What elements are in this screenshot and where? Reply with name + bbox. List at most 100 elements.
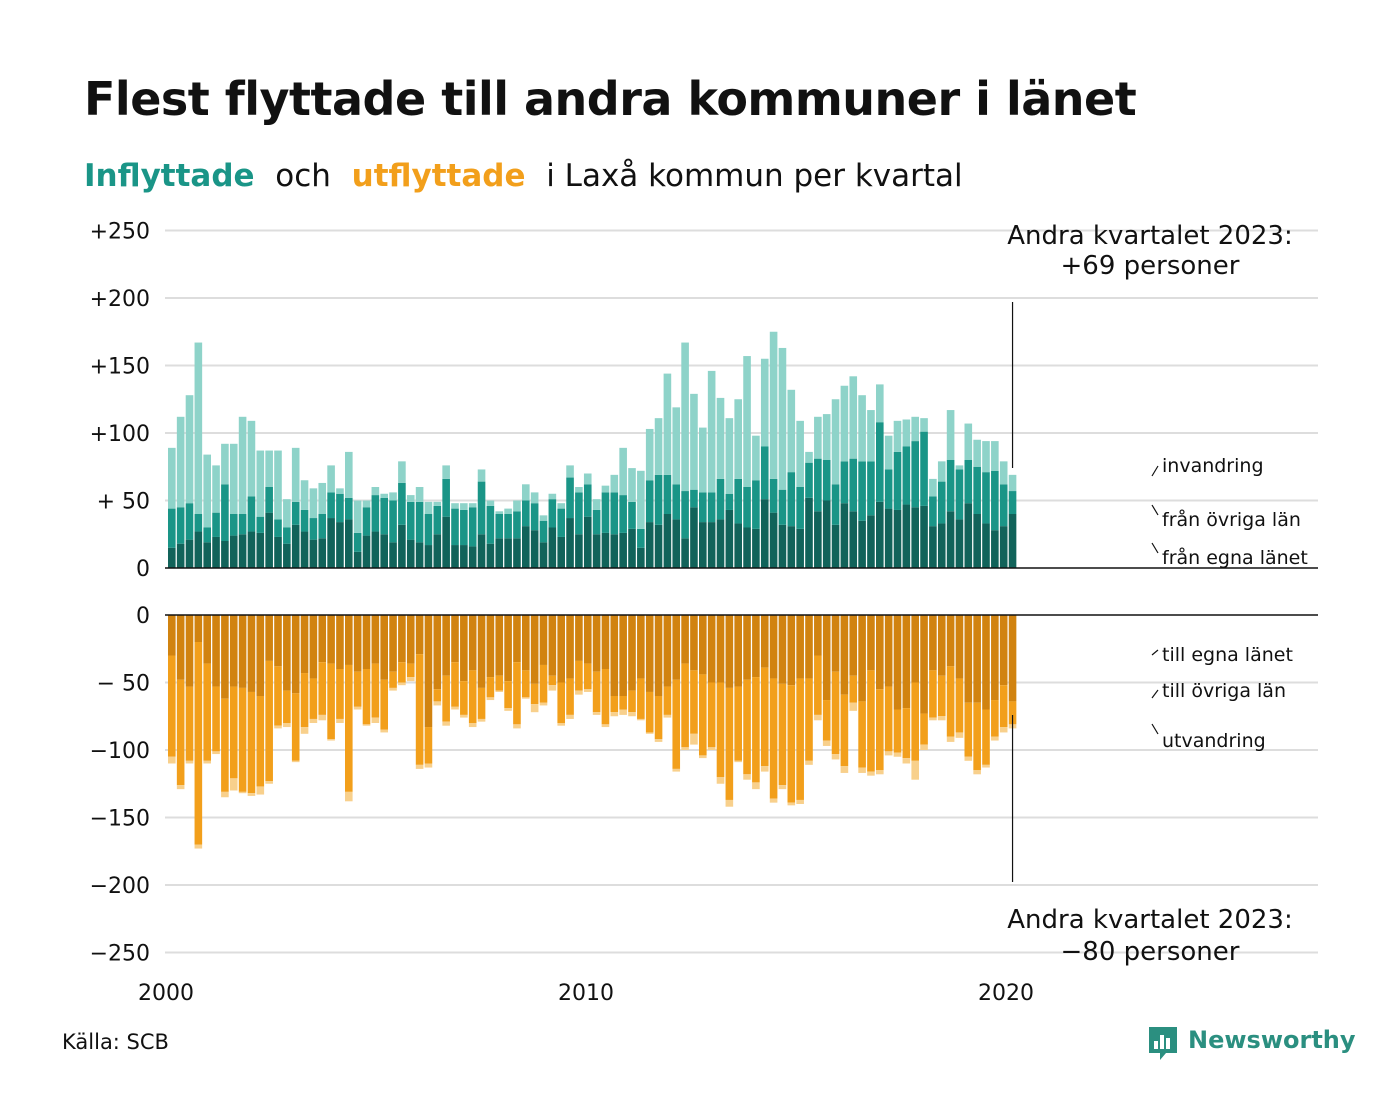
bar-out-1 <box>937 675 946 717</box>
bar-in-2 <box>867 410 875 462</box>
bar-out-0 <box>176 615 185 680</box>
bar-out-0 <box>760 615 769 668</box>
bar-out-0 <box>371 615 380 664</box>
bar-in-2 <box>796 420 804 487</box>
bar-out-1 <box>389 671 397 688</box>
bar-in-2 <box>398 461 406 483</box>
bar-out-1 <box>424 727 433 764</box>
bar-in-2 <box>221 443 229 485</box>
bar-out-0 <box>637 615 645 679</box>
bar-out-0 <box>999 615 1008 686</box>
bar-in-0 <box>893 509 902 568</box>
bar-in-2 <box>424 501 433 514</box>
bar-out-1 <box>893 709 902 753</box>
bar-out-2 <box>283 723 291 728</box>
bar-out-1 <box>654 696 663 740</box>
bar-in-1 <box>300 509 309 532</box>
bar-in-0 <box>787 526 796 568</box>
bar-in-0 <box>867 515 875 568</box>
bar-out-1 <box>814 655 822 715</box>
bars-inflyttade <box>168 331 1017 568</box>
bar-in-2 <box>601 485 610 493</box>
bar-in-0 <box>628 528 636 568</box>
bar-in-0 <box>884 508 893 568</box>
bar-in-2 <box>814 416 822 459</box>
bar-in-2 <box>309 488 318 519</box>
bar-in-1 <box>716 478 725 520</box>
bar-out-1 <box>176 679 185 786</box>
bar-out-0 <box>902 615 911 709</box>
bar-in-1 <box>955 469 964 520</box>
bar-out-0 <box>477 615 486 688</box>
bar-out-0 <box>787 615 796 686</box>
bar-out-0 <box>504 615 512 682</box>
bar-in-2 <box>884 435 893 470</box>
bar-out-2 <box>539 702 548 706</box>
bar-out-0 <box>283 615 291 691</box>
bar-out-0 <box>442 615 450 676</box>
bar-in-2 <box>283 499 291 528</box>
bar-out-2 <box>858 767 866 773</box>
bar-out-1 <box>256 696 265 787</box>
bar-out-2 <box>955 732 964 738</box>
bar-out-0 <box>769 615 778 679</box>
bar-out-2 <box>982 764 990 768</box>
bar-in-1 <box>194 514 203 532</box>
bar-out-0 <box>725 615 734 688</box>
bar-out-1 <box>265 660 273 782</box>
bar-in-0 <box>734 523 742 568</box>
bar-out-0 <box>212 615 220 687</box>
bar-in-2 <box>194 342 203 514</box>
bar-out-0 <box>583 615 592 664</box>
bar-in-0 <box>318 538 327 568</box>
bar-out-2 <box>345 791 353 802</box>
bar-out-1 <box>336 669 344 719</box>
bar-out-0 <box>920 615 928 714</box>
bar-out-0 <box>1008 615 1017 702</box>
bar-out-2 <box>805 760 813 765</box>
bar-out-0 <box>229 615 238 687</box>
bar-out-2 <box>902 758 911 764</box>
bar-out-1 <box>716 682 725 777</box>
bar-in-2 <box>265 450 273 487</box>
bar-out-2 <box>849 702 858 711</box>
bar-out-2 <box>999 727 1008 733</box>
bar-in-0 <box>256 532 265 568</box>
bar-in-2 <box>699 427 707 493</box>
bar-in-2 <box>964 423 973 460</box>
bar-out-1 <box>778 683 787 786</box>
bar-out-0 <box>353 615 362 672</box>
bar-out-1 <box>539 664 548 703</box>
bar-out-1 <box>345 664 353 792</box>
bar-out-0 <box>362 615 371 669</box>
bar-out-2 <box>619 709 627 715</box>
bar-in-0 <box>681 538 689 568</box>
bar-in-1 <box>557 508 565 537</box>
bar-out-0 <box>778 615 787 684</box>
bar-in-0 <box>858 520 866 568</box>
bar-out-0 <box>247 615 256 692</box>
bar-out-1 <box>628 690 636 713</box>
bar-in-2 <box>707 370 716 493</box>
bar-in-1 <box>415 501 424 543</box>
bar-in-0 <box>725 509 734 568</box>
bar-out-0 <box>592 615 601 672</box>
bar-out-0 <box>424 615 433 728</box>
bar-out-1 <box>787 685 796 803</box>
bar-in-1 <box>876 422 884 502</box>
bar-in-1 <box>610 492 619 535</box>
bar-in-0 <box>1008 514 1017 568</box>
bar-out-1 <box>637 678 645 719</box>
bar-in-2 <box>805 451 813 463</box>
bar-in-2 <box>557 503 565 509</box>
bar-in-1 <box>176 507 185 544</box>
bar-out-1 <box>663 686 672 715</box>
bar-in-0 <box>814 511 822 568</box>
bar-in-1 <box>185 503 194 540</box>
bar-in-2 <box>185 395 194 504</box>
bar-out-1 <box>283 690 291 723</box>
bar-in-2 <box>849 376 858 459</box>
bar-in-0 <box>406 539 415 568</box>
bar-in-1 <box>672 484 681 520</box>
